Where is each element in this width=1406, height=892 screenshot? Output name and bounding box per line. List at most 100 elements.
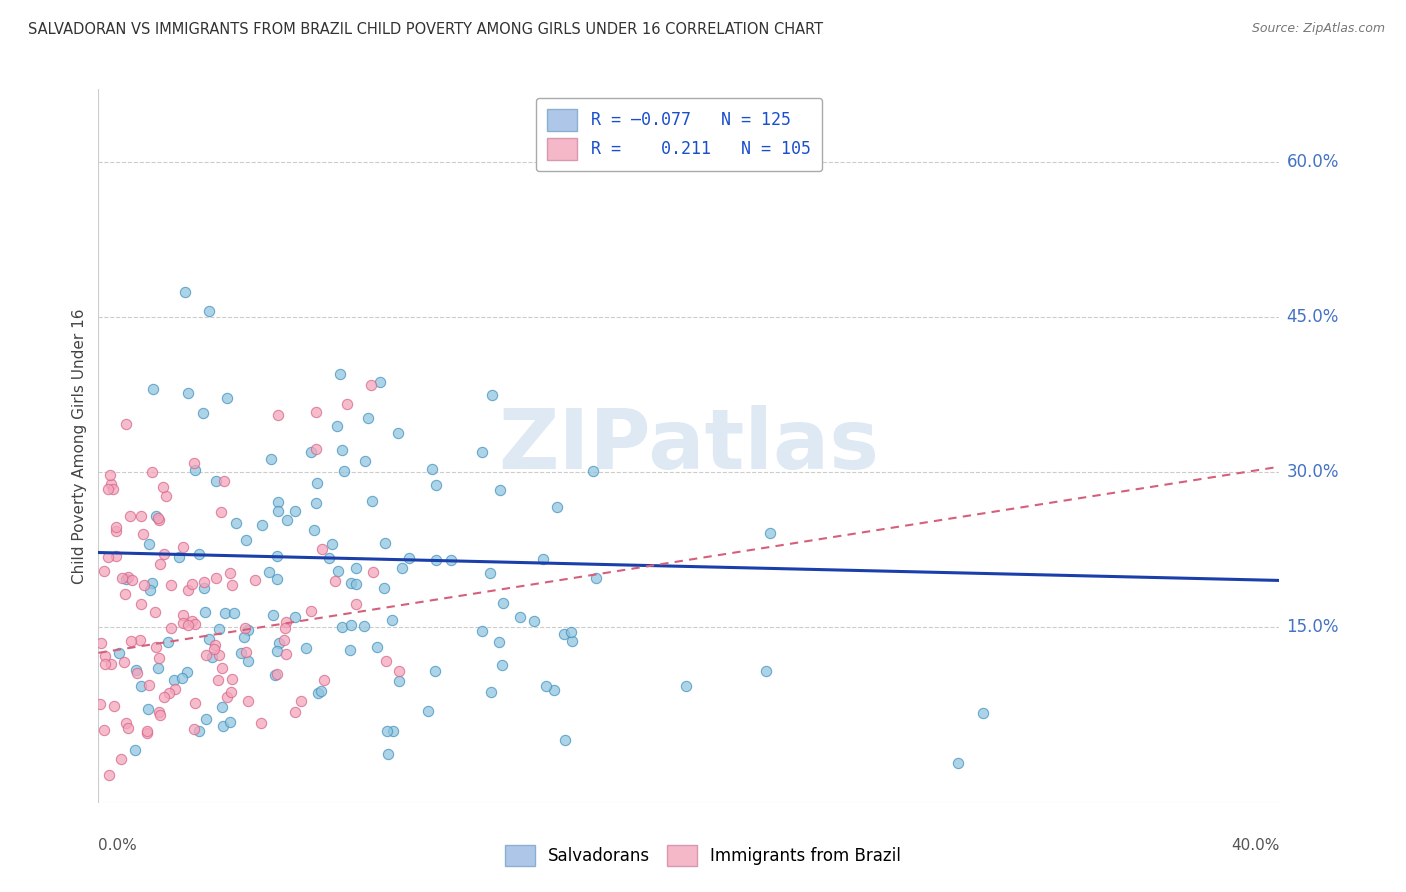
Point — [103, 698, 125, 713]
Point — [142, 382, 165, 396]
Point — [489, 483, 512, 497]
Point — [110, 752, 132, 766]
Point — [946, 756, 969, 771]
Point — [274, 621, 297, 635]
Point — [97, 482, 120, 496]
Point — [111, 571, 134, 585]
Point — [152, 480, 174, 494]
Point — [176, 665, 198, 679]
Point — [204, 474, 226, 488]
Point — [284, 610, 307, 624]
Point — [221, 672, 243, 686]
Point — [139, 583, 162, 598]
Point — [509, 610, 531, 624]
Point — [136, 723, 159, 738]
Point — [104, 520, 127, 534]
Point — [344, 577, 367, 591]
Point — [183, 696, 205, 710]
Point — [172, 616, 194, 631]
Point — [284, 705, 307, 719]
Point — [160, 577, 183, 591]
Point — [388, 674, 411, 689]
Point — [149, 557, 172, 571]
Point — [172, 540, 194, 554]
Point — [361, 565, 384, 579]
Text: 40.0%: 40.0% — [1232, 838, 1279, 854]
Point — [115, 716, 138, 731]
Point — [339, 643, 361, 657]
Point — [440, 553, 463, 567]
Point — [299, 444, 322, 458]
Point — [184, 463, 207, 477]
Point — [274, 647, 297, 661]
Point — [416, 704, 439, 718]
Point — [131, 679, 153, 693]
Point — [235, 645, 257, 659]
Point — [425, 553, 447, 567]
Point — [333, 464, 356, 478]
Point — [145, 508, 167, 523]
Point — [117, 722, 139, 736]
Point — [273, 632, 295, 647]
Point — [295, 640, 318, 655]
Point — [523, 614, 546, 628]
Point — [252, 518, 274, 533]
Point — [194, 712, 217, 726]
Point — [360, 377, 382, 392]
Point — [263, 667, 285, 681]
Point — [266, 549, 288, 563]
Point — [368, 375, 391, 389]
Point — [157, 685, 180, 699]
Point — [148, 512, 170, 526]
Point — [377, 724, 399, 739]
Point — [267, 636, 290, 650]
Point — [382, 723, 405, 738]
Point — [98, 468, 121, 483]
Point — [221, 578, 243, 592]
Point — [138, 678, 160, 692]
Point — [183, 456, 205, 470]
Point — [330, 443, 353, 458]
Point — [304, 523, 326, 537]
Point — [143, 605, 166, 619]
Point — [305, 404, 328, 418]
Point — [159, 621, 181, 635]
Point — [373, 581, 395, 595]
Point — [115, 572, 138, 586]
Text: 15.0%: 15.0% — [1286, 618, 1339, 636]
Point — [187, 547, 209, 561]
Point — [198, 304, 221, 318]
Point — [149, 707, 172, 722]
Point — [194, 605, 217, 619]
Point — [211, 660, 233, 674]
Point — [326, 419, 349, 434]
Point — [290, 693, 312, 707]
Point — [180, 576, 202, 591]
Point — [377, 747, 399, 761]
Point — [307, 686, 329, 700]
Point — [276, 513, 298, 527]
Point — [157, 635, 180, 649]
Point — [219, 685, 242, 699]
Point — [155, 490, 177, 504]
Point — [108, 646, 131, 660]
Point — [177, 582, 200, 597]
Point — [163, 673, 186, 687]
Point — [224, 607, 246, 621]
Point — [97, 550, 120, 565]
Point — [183, 722, 205, 736]
Point — [276, 615, 298, 629]
Point — [148, 705, 170, 719]
Point — [340, 576, 363, 591]
Point — [344, 597, 367, 611]
Point — [581, 464, 603, 478]
Point — [478, 566, 501, 580]
Point — [321, 537, 343, 551]
Point — [266, 667, 288, 681]
Point — [534, 679, 557, 693]
Point — [330, 619, 353, 633]
Point — [105, 549, 128, 563]
Point — [89, 697, 111, 711]
Point — [177, 618, 200, 632]
Point — [481, 685, 503, 699]
